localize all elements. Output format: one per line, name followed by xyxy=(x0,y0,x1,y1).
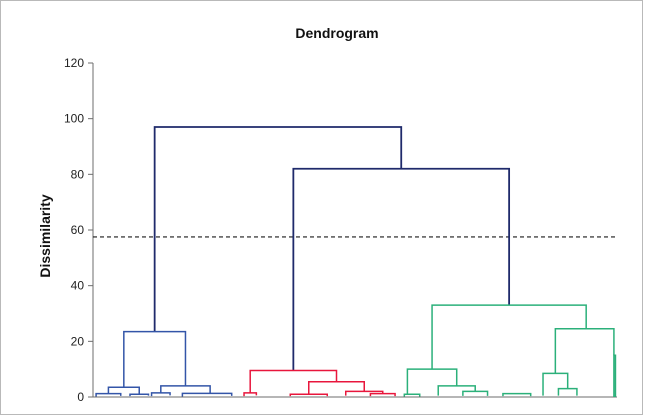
y-tick-label: 100 xyxy=(64,112,84,126)
y-axis-title: Dissimilarity xyxy=(37,194,53,277)
dendrogram-link-cluster_3 xyxy=(613,354,617,397)
dendrogram-link-cluster_2 xyxy=(308,380,365,395)
dendrogram-link-cluster_3 xyxy=(542,372,569,396)
y-tick-label: 40 xyxy=(71,279,85,293)
dendrogram-link-cluster_3 xyxy=(557,387,578,396)
plot-area: 0 20 40 60 80 100 120 xyxy=(64,56,617,404)
dendrogram-link-cluster_3 xyxy=(431,304,587,370)
dendrogram-link-cluster_1 xyxy=(160,385,211,394)
dendrogram-link-cluster_1 xyxy=(181,392,233,397)
y-tick-label: 80 xyxy=(71,167,85,181)
dendrogram-link-cluster_1 xyxy=(150,392,171,397)
dendrogram-link-upper_tree xyxy=(292,167,511,371)
dendrogram-link-cluster_3 xyxy=(406,368,458,395)
dendrogram-link-cluster_2 xyxy=(243,392,258,397)
dendrogram-link-cluster_1 xyxy=(129,393,150,397)
dendrogram-link-cluster_2 xyxy=(249,369,338,393)
dendrogram-link-cluster_3 xyxy=(403,393,421,397)
dendrogram-link-upper_tree xyxy=(153,126,403,332)
dendrogram-link-cluster_3 xyxy=(502,392,532,397)
y-tick-label: 20 xyxy=(71,334,85,348)
dendrogram-link-cluster_2 xyxy=(369,392,396,397)
chart-title: Dendrogram xyxy=(295,25,378,41)
dendrogram-link-cluster_3 xyxy=(437,385,476,396)
dendrogram-link-cluster_3 xyxy=(462,390,489,396)
dendrogram-link-cluster_1 xyxy=(95,392,122,397)
y-tick-label: 60 xyxy=(71,223,85,237)
y-tick-label: 0 xyxy=(77,390,84,404)
dendrogram-link-cluster_2 xyxy=(289,393,329,397)
dendrogram-link-cluster_1 xyxy=(107,386,140,395)
y-tick-label: 120 xyxy=(64,56,84,70)
dendrogram-link-cluster_3 xyxy=(554,328,615,374)
dendrogram-link-cluster_1 xyxy=(123,330,187,388)
dendrogram-link-cluster_2 xyxy=(345,390,384,396)
